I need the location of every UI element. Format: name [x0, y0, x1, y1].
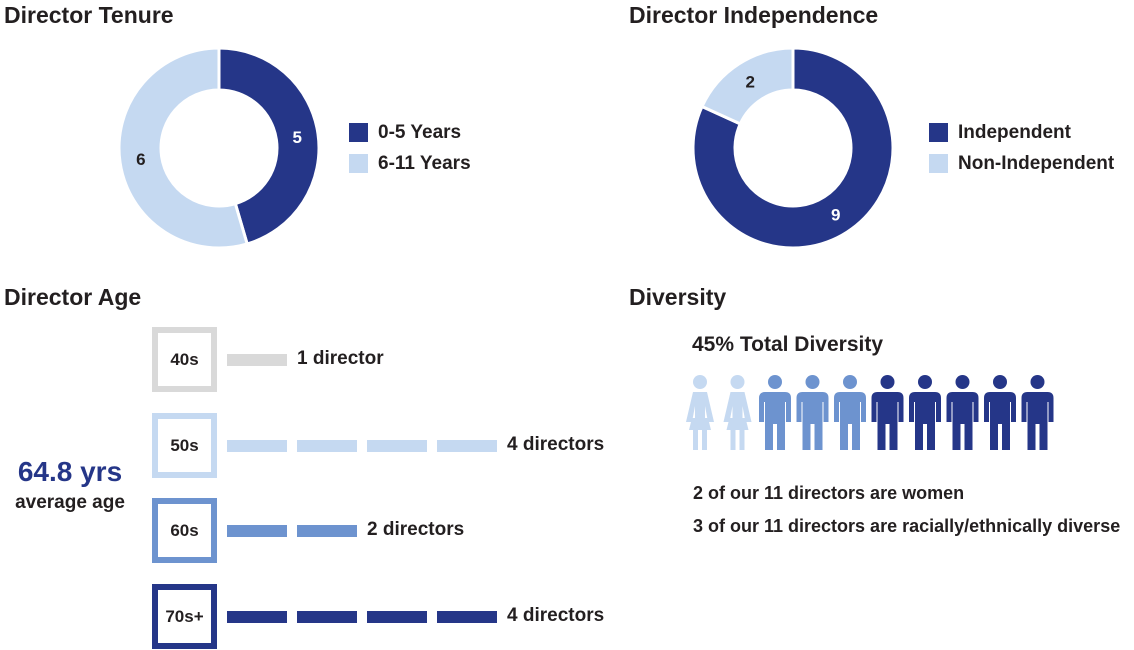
tenure-donut-chart: 56	[117, 46, 321, 250]
age-title: Director Age	[4, 284, 142, 310]
tenure-slice-value-label: 6	[136, 150, 145, 169]
age-group-count-label: 4 directors	[507, 605, 605, 626]
man-icon	[834, 375, 866, 450]
age-group-count-label: 2 directors	[367, 519, 465, 540]
man-icon	[759, 375, 791, 450]
age-director-dash	[437, 611, 497, 623]
man-icon	[796, 375, 829, 450]
age-director-dash	[437, 440, 497, 452]
legend-swatch	[349, 154, 368, 173]
age-director-dash	[367, 440, 427, 452]
tenure-legend: 0-5 Years 6-11 Years	[349, 117, 471, 179]
man-icon	[909, 375, 941, 450]
independence-slice-value-label: 9	[831, 205, 840, 224]
age-group-box: 60s	[152, 498, 217, 563]
tenure-slice-0-5-years	[217, 46, 321, 246]
legend-swatch	[349, 123, 368, 142]
diversity-headline: 45% Total Diversity	[692, 333, 884, 356]
legend-item: 0-5 Years	[349, 117, 471, 148]
legend-item: 6-11 Years	[349, 148, 471, 179]
legend-label: Independent	[958, 121, 1071, 143]
legend-swatch	[929, 123, 948, 142]
diversity-stat-racial: 3 of our 11 directors are racially/ethni…	[693, 516, 1121, 536]
age-director-dash	[227, 525, 287, 537]
independence-legend: Independent Non-Independent	[929, 117, 1114, 179]
average-age-label: average age	[15, 492, 125, 513]
tenure-title: Director Tenure	[4, 2, 174, 28]
age-director-dash	[227, 354, 287, 366]
man-icon	[871, 375, 904, 450]
average-age-value: 64.8 yrs	[17, 456, 123, 487]
independence-title: Director Independence	[629, 2, 879, 28]
age-group-box: 70s+	[152, 584, 217, 649]
woman-icon	[723, 375, 752, 450]
age-director-dash	[297, 440, 357, 452]
age-director-dash	[297, 611, 357, 623]
age-group-box: 50s	[152, 413, 217, 478]
director-people-icons	[686, 375, 1054, 450]
man-icon	[946, 375, 979, 450]
diversity-title: Diversity	[629, 284, 727, 310]
age-director-dash	[227, 611, 287, 623]
independence-slice-independent	[691, 46, 895, 250]
age-director-dash	[227, 440, 287, 452]
tenure-slice-6-11-years	[117, 46, 250, 250]
legend-swatch	[929, 154, 948, 173]
tenure-slice-value-label: 5	[292, 128, 301, 147]
age-director-dash	[367, 611, 427, 623]
independence-donut-chart: 92	[691, 46, 895, 250]
age-director-dash	[297, 525, 357, 537]
age-group-box: 40s	[152, 327, 217, 392]
independence-slice-value-label: 2	[746, 73, 755, 92]
man-icon	[984, 375, 1016, 450]
legend-label: 6-11 Years	[378, 152, 471, 174]
age-group-count-label: 4 directors	[507, 434, 605, 455]
legend-item: Non-Independent	[929, 148, 1114, 179]
age-group-count-label: 1 director	[297, 348, 384, 369]
legend-label: 0-5 Years	[378, 121, 462, 143]
diversity-stat-women: 2 of our 11 directors are women	[693, 483, 965, 503]
man-icon	[1021, 375, 1054, 450]
legend-label: Non-Independent	[958, 152, 1115, 174]
legend-item: Independent	[929, 117, 1114, 148]
independence-slice-non-independent	[700, 46, 795, 126]
woman-icon	[686, 375, 714, 450]
